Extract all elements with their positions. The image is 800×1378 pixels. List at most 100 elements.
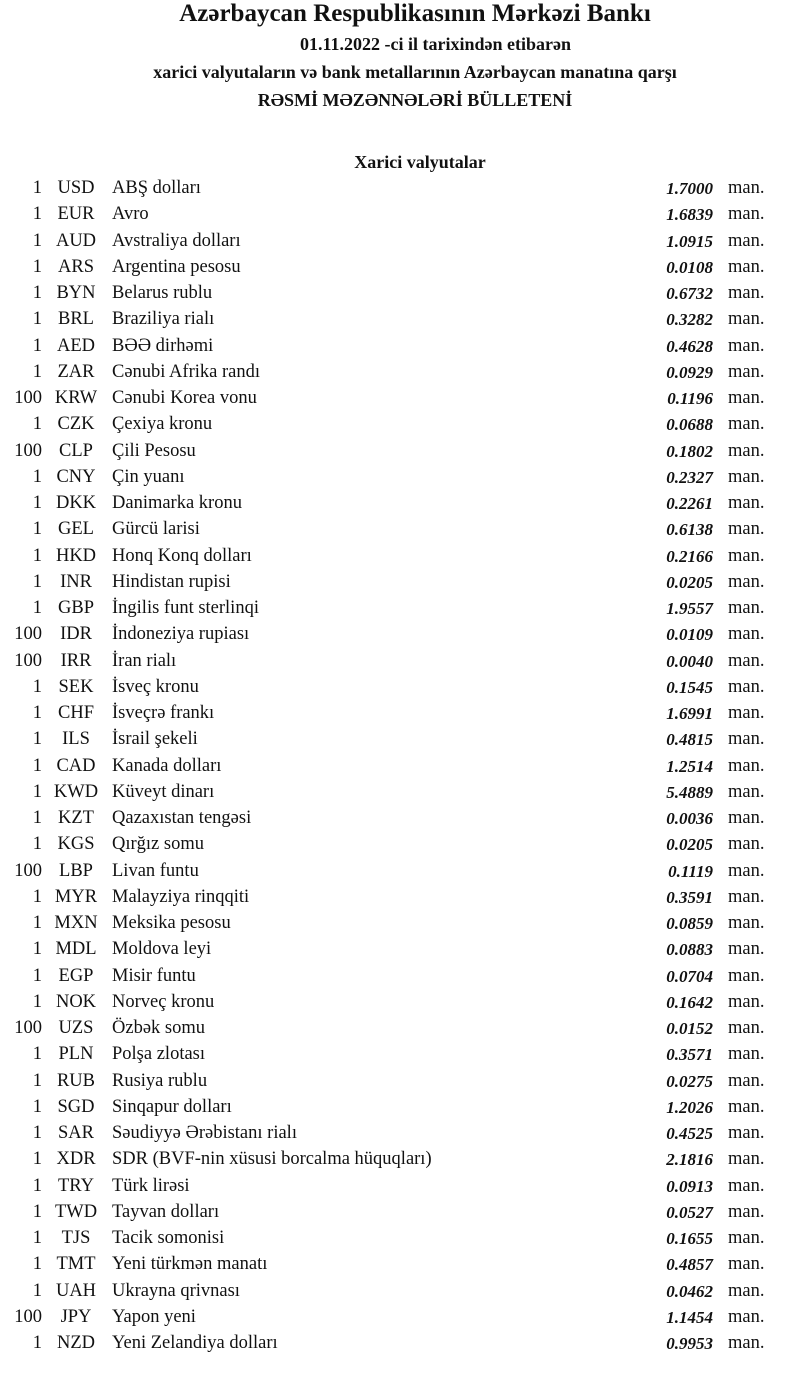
currency-name: Avro — [112, 204, 149, 225]
rate-unit: man. — [728, 886, 765, 907]
rate-value: 0.1655 — [666, 1229, 713, 1248]
currency-code: SAR — [58, 1123, 94, 1143]
currency-name: Çin yuanı — [112, 466, 185, 487]
rate-value: 0.3591 — [666, 887, 713, 907]
rate-unit: man. — [728, 1201, 765, 1222]
rate-amount: 1 — [32, 755, 42, 776]
rate-value: 0.0040 — [666, 651, 713, 671]
rate-row: 1 XDR SDR (BVF-nin xüsusi borcalma hüquqla… — [0, 1149, 800, 1175]
rate-amount: 1 — [32, 991, 42, 1012]
rate-amount: 1 — [32, 676, 42, 697]
rate-value: 0.9953 — [666, 1334, 713, 1353]
rate-row: 1 CHF İsveçrə frankı 1.6991 man. — [0, 703, 800, 729]
currency-code: IRR — [60, 650, 92, 671]
currency-name: Tacik somonisi — [112, 1228, 225, 1248]
rate-value: 1.2514 — [666, 756, 713, 776]
currency-name: Cənubi Korea vonu — [112, 388, 257, 408]
rate-row: 1 INR Hindistan rupisi 0.0205 man. — [0, 572, 800, 598]
currency-code: GBP — [58, 598, 94, 618]
currency-code: NOK — [55, 991, 97, 1012]
rate-row: 1 ZAR Cənubi Afrika randı 0.0929 man. — [0, 362, 800, 388]
rate-unit: man. — [728, 913, 765, 933]
rate-amount: 1 — [32, 1175, 42, 1196]
currency-name: Səudiyyə Ərəbistanı rialı — [112, 1123, 297, 1143]
currency-code: USD — [57, 178, 95, 198]
rate-value: 0.1802 — [666, 441, 713, 461]
currency-name: Polşa zlotası — [112, 1044, 206, 1065]
rate-unit: man. — [728, 650, 765, 671]
currency-code: BRL — [58, 309, 94, 330]
currency-name: İsveçrə frankı — [112, 703, 215, 723]
currency-name: Özbək somu — [112, 1018, 205, 1038]
rate-unit: man. — [728, 204, 765, 225]
rate-amount: 1 — [32, 1044, 42, 1065]
rate-value: 2.1816 — [666, 1150, 713, 1170]
currency-code: ARS — [58, 256, 94, 277]
currency-code: HKD — [55, 545, 97, 566]
rate-amount: 1 — [32, 414, 42, 435]
rate-unit: man. — [728, 860, 765, 881]
rate-amount: 1 — [32, 1070, 42, 1091]
currency-code: INR — [60, 571, 92, 592]
rate-unit: man. — [728, 335, 765, 356]
currency-name: Yapon yeni — [112, 1306, 196, 1327]
rate-value: 0.4628 — [666, 336, 713, 356]
rate-unit: man. — [728, 230, 765, 251]
rate-unit: man. — [728, 1175, 765, 1196]
currency-code: EGP — [58, 965, 94, 986]
currency-name: Gürcü larisi — [112, 519, 200, 540]
rate-row: 100 JPY Yapon yeni 1.1454 man. — [0, 1307, 800, 1333]
rate-row: 1 SEK İsveç kronu 0.1545 man. — [0, 677, 800, 703]
rate-row: 1 BYN Belarus rublu 0.6732 man. — [0, 283, 800, 309]
rate-amount: 1 — [32, 1201, 42, 1222]
currency-name: Ukrayna qrivnası — [112, 1280, 240, 1301]
rate-unit: man. — [728, 256, 765, 277]
rate-row: 1 SGD Sinqapur dolları 1.2026 man. — [0, 1097, 800, 1123]
rate-value: 0.1642 — [666, 992, 713, 1012]
rate-amount: 1 — [32, 703, 42, 723]
currency-name: Yeni türkmən manatı — [112, 1254, 268, 1275]
rate-unit: man. — [728, 1254, 765, 1275]
currency-name: İngilis funt sterlinqi — [112, 598, 259, 618]
currency-name: Kanada dolları — [112, 755, 222, 776]
currency-code: IDR — [60, 624, 92, 645]
rate-amount: 1 — [32, 545, 42, 566]
rate-row: 1 CAD Kanada dolları 1.2514 man. — [0, 756, 800, 782]
rate-value: 0.0462 — [666, 1281, 713, 1301]
rate-amount: 1 — [32, 204, 42, 225]
bulletin-title: RƏSMİ MƏZƏNNƏLƏRİ BÜLLETENİ — [257, 90, 573, 110]
rate-row: 1 TJS Tacik somonisi 0.1655 man. — [0, 1228, 800, 1254]
currency-code: UZS — [58, 1018, 94, 1038]
currency-name: Küveyt dinarı — [112, 781, 215, 802]
rate-row: 1 NZD Yeni Zelandiya dolları 0.9953 man. — [0, 1333, 800, 1359]
currency-code: EUR — [57, 204, 95, 225]
currency-code: MXN — [54, 913, 98, 933]
rate-value: 1.0915 — [666, 231, 713, 251]
currency-code: MYR — [54, 886, 98, 907]
currency-code: JPY — [60, 1306, 92, 1327]
rate-amount: 1 — [32, 1280, 42, 1301]
currency-code: RUB — [56, 1070, 96, 1091]
currency-name: Rusiya rublu — [112, 1070, 208, 1091]
rate-value: 0.4525 — [666, 1124, 713, 1143]
rate-unit: man. — [728, 624, 765, 645]
rate-row: 1 AED BƏƏ dirhəmi 0.4628 man. — [0, 336, 800, 362]
rate-amount: 1 — [32, 939, 42, 960]
rate-amount: 1 — [32, 309, 42, 330]
rate-amount: 1 — [32, 1254, 42, 1275]
rate-row: 1 CZK Çexiya kronu 0.0688 man. — [0, 414, 800, 440]
rate-unit: man. — [728, 388, 765, 408]
rate-amount: 100 — [14, 388, 42, 408]
rate-amount: 1 — [32, 808, 42, 828]
rate-amount: 1 — [32, 466, 42, 487]
currency-name: Argentina pesosu — [112, 256, 241, 277]
rate-amount: 1 — [32, 361, 42, 382]
rate-unit: man. — [728, 1018, 765, 1038]
currency-code: UAH — [55, 1280, 97, 1301]
rate-value: 0.1196 — [667, 389, 713, 408]
currency-code: TMT — [56, 1254, 96, 1275]
rate-value: 0.0913 — [666, 1176, 713, 1196]
rate-row: 1 TMT Yeni türkmən manatı 0.4857 man. — [0, 1254, 800, 1280]
currency-code: KWD — [53, 781, 99, 802]
currency-name: Cənubi Afrika randı — [112, 361, 260, 382]
